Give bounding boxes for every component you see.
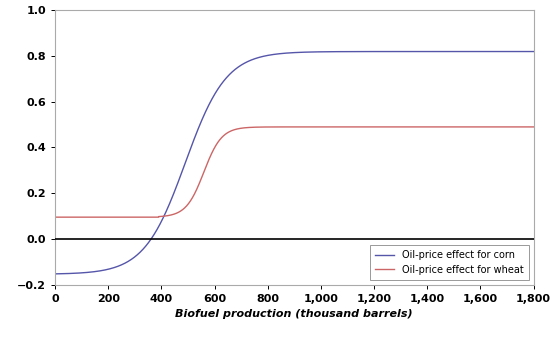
Oil-price effect for wheat: [526, 125, 533, 129]
Line: Oil-price effect for wheat: Oil-price effect for wheat: [55, 127, 534, 217]
Oil-price effect for wheat: [521, 125, 527, 129]
Oil-price effect for wheat: [106, 215, 113, 219]
Oil-price effect for corn: [469, 50, 476, 54]
Line: Oil-price effect for corn: Oil-price effect for corn: [55, 52, 534, 274]
Oil-price effect for wheat: [530, 125, 537, 129]
Oil-price effect for wheat: [469, 125, 476, 129]
Oil-price effect for wheat: [235, 127, 242, 131]
X-axis label: Biofuel production (thousand barrels): Biofuel production (thousand barrels): [175, 309, 413, 319]
Oil-price effect for wheat: [256, 125, 262, 129]
Oil-price effect for wheat: [52, 215, 58, 219]
Oil-price effect for corn: [135, 252, 141, 256]
Oil-price effect for corn: [521, 50, 527, 54]
Oil-price effect for corn: [256, 55, 262, 59]
Oil-price effect for corn: [235, 65, 242, 69]
Oil-price effect for corn: [52, 272, 58, 276]
Oil-price effect for corn: [106, 267, 113, 271]
Oil-price effect for corn: [530, 50, 537, 54]
Oil-price effect for wheat: [135, 215, 141, 219]
Legend: Oil-price effect for corn, Oil-price effect for wheat: Oil-price effect for corn, Oil-price eff…: [370, 245, 529, 280]
